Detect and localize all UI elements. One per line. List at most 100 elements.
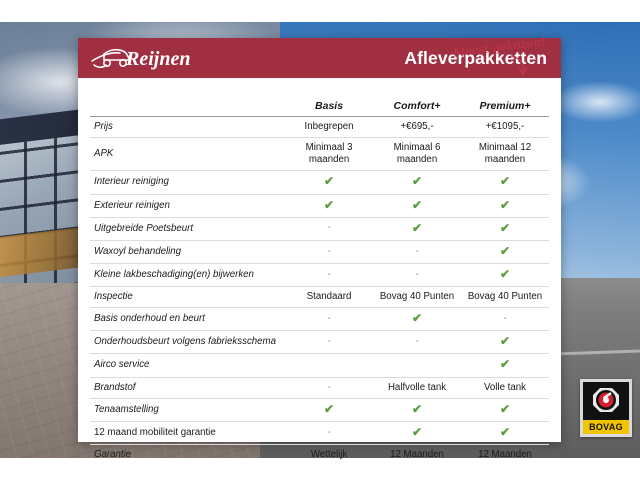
check-icon: ✔ [499, 174, 511, 189]
table-row: Airco service ✔ [90, 353, 549, 377]
column-header-basis: Basis [315, 100, 344, 112]
cell-value: ✔ [461, 217, 549, 240]
check-icon: ✔ [499, 220, 511, 235]
column-header-blank [90, 78, 285, 117]
cell-value: ✔ [373, 422, 461, 445]
table-row: Tenaamstelling ✔ ✔ ✔ [90, 398, 549, 422]
cell-value: +€1095,- [485, 121, 525, 132]
row-label: Inspectie [94, 291, 133, 302]
dash-icon: - [503, 312, 507, 324]
row-label: 12 maand mobiliteit garantie [94, 427, 216, 439]
cell-value: Minimaal 6 maanden [393, 142, 441, 166]
bottom-white-band [0, 458, 640, 480]
cell-value: ✔ [461, 399, 549, 422]
check-icon: ✔ [411, 220, 423, 235]
dash-icon: - [327, 336, 331, 348]
dash-icon: - [327, 312, 331, 324]
row-label: Interieur reiniging [94, 176, 169, 188]
table-row: Garantie Wettelijk 12 Maanden 12 Maanden [90, 444, 549, 466]
dash-icon: - [415, 336, 419, 348]
dash-icon: - [327, 222, 331, 234]
svg-text:Reijnen: Reijnen [125, 48, 190, 70]
dash-icon: - [327, 426, 331, 438]
cell-value: - [285, 240, 373, 263]
row-label: Waxoyl behandeling [94, 245, 182, 257]
row-label: Airco service [94, 359, 150, 371]
column-header-comfort: Comfort+ [393, 100, 441, 112]
table-body: Prijs Inbegrepen +€695,- +€1095,- APK Minimaa… [90, 116, 549, 466]
cell-value: ✔ [461, 240, 549, 263]
row-label: Exterieur reinigen [94, 199, 170, 211]
dash-icon: - [327, 245, 331, 257]
cell-value: ✔ [285, 399, 373, 422]
cell-value: Inbegrepen [304, 121, 354, 132]
table-row: Kleine lakbeschadiging(en) bijwerken - - ✔ [90, 263, 549, 286]
cell-value: Bovag 40 Punten [379, 291, 455, 302]
table-row: Prijs Inbegrepen +€695,- +€1095,- [90, 116, 549, 138]
check-icon: ✔ [411, 402, 423, 416]
bovag-wordmark-band: BOVAG [583, 420, 629, 434]
check-icon: ✔ [499, 402, 511, 416]
cell-value: ✔ [373, 217, 461, 240]
cell-value: ✔ [461, 263, 549, 286]
dash-icon: - [415, 268, 419, 280]
cell-value: - [285, 331, 373, 354]
row-label: Prijs [94, 121, 113, 132]
dash-icon: - [327, 268, 331, 280]
row-label: Tenaamstelling [94, 404, 159, 415]
table-row: Exterieur reinigen ✔ ✔ ✔ [90, 194, 549, 217]
cell-value: - [285, 217, 373, 240]
cell-value: - [373, 331, 461, 354]
table-row: APK Minimaal 3 maanden Minimaal 6 maanden M… [90, 137, 549, 171]
cell-value: Minimaal 3 maanden [305, 142, 353, 166]
bovag-badge-inner: BOVAG [583, 382, 629, 434]
table-row: 12 maand mobiliteit garantie - ✔ ✔ [90, 421, 549, 445]
reijnen-logo[interactable]: Reijnen [90, 43, 194, 73]
cell-value: - [373, 263, 461, 286]
cell-value: - [461, 308, 549, 331]
page-title: Afleverpakketten [404, 47, 547, 68]
check-icon: ✔ [499, 197, 511, 212]
bovag-wordmark: BOVAG [589, 422, 623, 432]
table-row: Basis onderhoud en beurt - ✔ - [90, 307, 549, 331]
cell-value: ✔ [461, 194, 549, 217]
cell-value: Wettelijk [310, 449, 348, 461]
header-bar: Reijnen Afleverpakketten [78, 38, 561, 78]
cell-value: ✔ [373, 308, 461, 331]
cell-value: ✔ [285, 171, 373, 194]
cell-value: ✔ [373, 171, 461, 194]
check-icon: ✔ [499, 243, 511, 258]
table-head: Basis Comfort+ Premium+ [90, 78, 549, 117]
row-label: Garantie [94, 449, 132, 461]
cell-value: - [373, 240, 461, 263]
row-label: Onderhoudsbeurt volgens fabrieksschema [94, 336, 277, 348]
check-icon: ✔ [411, 197, 423, 212]
dash-icon: - [327, 381, 331, 393]
bovag-badge: BOVAG [580, 379, 632, 437]
cell-value: Bovag 40 Punten [467, 291, 543, 302]
cell-value: 12 Maanden [478, 449, 532, 461]
cell-value: Volle tank [483, 381, 526, 393]
cell-value: +€695,- [400, 121, 434, 132]
cell-value: Halfvolle tank [387, 381, 447, 393]
cell-value [373, 354, 461, 377]
cell-value: Standaard [306, 291, 352, 302]
row-label: Brandstof [94, 381, 136, 393]
check-icon: ✔ [499, 357, 511, 372]
cell-value: ✔ [461, 422, 549, 445]
check-icon: ✔ [324, 197, 335, 212]
check-icon: ✔ [499, 334, 511, 349]
column-header-premium: Premium+ [479, 100, 531, 112]
check-icon: ✔ [324, 174, 335, 189]
dash-icon: - [415, 245, 419, 257]
check-icon: ✔ [499, 425, 511, 440]
cell-value: ✔ [373, 194, 461, 217]
check-icon: ✔ [411, 425, 423, 440]
cell-value: ✔ [285, 194, 373, 217]
cell-value: ✔ [373, 399, 461, 422]
check-icon: ✔ [411, 311, 423, 326]
cell-value: ✔ [461, 171, 549, 194]
table-row: Interieur reiniging ✔ ✔ ✔ [90, 170, 549, 194]
cell-value [285, 354, 373, 377]
